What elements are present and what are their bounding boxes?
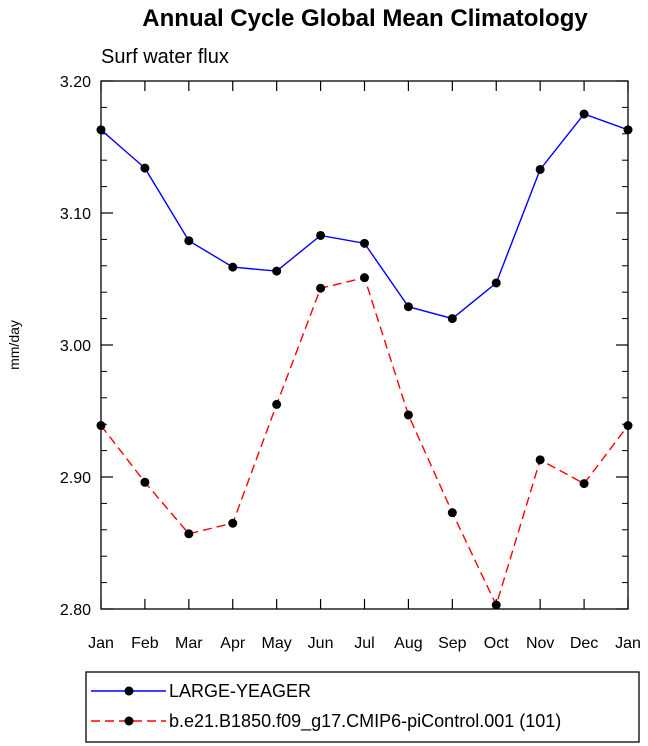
x-tick-label: Nov	[526, 635, 554, 652]
x-tick-label: Jul	[354, 635, 374, 652]
legend: LARGE-YEAGER b.e21.B1850.f09_g17.CMIP6-pi…	[85, 671, 640, 743]
chart-subtitle: Surf water flux	[101, 46, 229, 68]
data-point	[272, 266, 282, 276]
legend-marker	[124, 686, 134, 696]
data-point	[491, 278, 501, 288]
legend-label: LARGE-YEAGER	[169, 681, 311, 701]
x-tick-label: Sep	[438, 635, 467, 652]
data-point	[228, 262, 238, 272]
data-point	[403, 410, 413, 420]
data-point	[535, 164, 545, 174]
data-point	[228, 518, 238, 528]
data-point	[491, 600, 501, 610]
data-point	[579, 109, 589, 119]
series-group	[96, 109, 633, 324]
data-point	[579, 479, 589, 489]
x-tick-label: Apr	[220, 635, 246, 652]
legend-label: b.e21.B1850.f09_g17.CMIP6-piControl.001 …	[169, 711, 561, 732]
legend-box	[85, 671, 640, 743]
data-point	[316, 283, 326, 293]
series-line-picontrol	[100, 276, 629, 607]
data-point	[140, 477, 150, 487]
chart-title: Annual Cycle Global Mean Climatology	[142, 5, 588, 32]
y-axis-label: mm/day	[6, 320, 22, 370]
data-point	[535, 455, 545, 465]
data-point	[403, 302, 413, 312]
y-tick-label: 3.00	[60, 338, 91, 355]
data-point	[272, 399, 282, 409]
data-series	[96, 109, 633, 610]
x-tick-label: Jan	[615, 635, 641, 652]
legend-marker	[124, 716, 134, 726]
data-point	[360, 238, 369, 248]
y-tick-label: 3.10	[60, 206, 91, 223]
x-tick-label: May	[262, 635, 292, 652]
plot-area-frame	[100, 80, 629, 610]
x-tick-label: Mar	[175, 635, 203, 652]
data-point	[360, 273, 369, 283]
x-tick-label: Jun	[308, 635, 334, 652]
x-tick-label: Oct	[484, 635, 509, 652]
y-tick-label: 2.90	[60, 470, 91, 487]
x-tick-label: Feb	[131, 635, 159, 652]
data-point	[184, 529, 194, 539]
series-line-large-yeager	[100, 113, 629, 320]
data-point	[316, 230, 326, 240]
y-tick-label: 3.20	[60, 74, 91, 91]
series-group	[96, 273, 633, 610]
x-tick-label: Jan	[88, 635, 114, 652]
x-tick-label: Aug	[394, 635, 422, 652]
data-point	[447, 314, 457, 324]
data-point	[140, 163, 150, 173]
data-point	[184, 236, 194, 246]
y-tick-label: 2.80	[60, 602, 91, 619]
x-tick-label: Dec	[570, 635, 598, 652]
data-point	[447, 508, 457, 518]
axis-ticks: Jan Feb Mar Apr May Jun Jul Aug Sep Oct Nov Dec Jan 2…	[60, 74, 641, 652]
